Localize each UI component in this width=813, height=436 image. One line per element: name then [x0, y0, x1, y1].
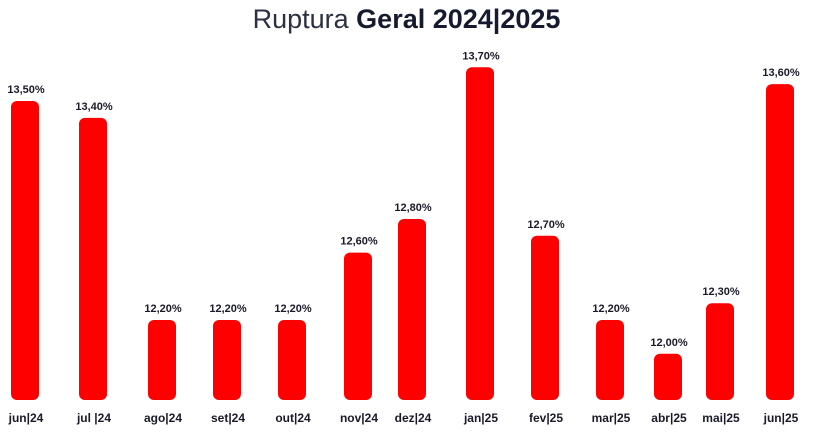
bar-1: [79, 117, 107, 400]
bar-8: [531, 235, 559, 400]
x-tick-label-12: jun|25: [763, 411, 799, 425]
x-tick-label-5: nov|24: [340, 411, 378, 425]
bar-2: [148, 320, 176, 400]
bar-5: [344, 252, 372, 400]
bar-9: [596, 320, 624, 400]
data-label-5: 12,60%: [340, 236, 378, 248]
bar-10: [654, 353, 682, 400]
x-tick-label-6: dez|24: [395, 411, 432, 425]
data-label-11: 12,30%: [702, 286, 740, 298]
bar-12: [766, 84, 794, 401]
bar-3: [213, 320, 241, 400]
x-tick-label-10: abr|25: [651, 411, 687, 425]
data-label-6: 12,80%: [394, 202, 432, 214]
data-label-9: 12,20%: [592, 303, 630, 315]
bar-11: [706, 303, 734, 400]
x-tick-label-9: mar|25: [592, 411, 631, 425]
x-tick-label-4: out|24: [275, 411, 311, 425]
data-label-3: 12,20%: [209, 303, 247, 315]
bar-4: [278, 320, 306, 400]
x-tick-label-2: ago|24: [144, 411, 182, 425]
x-tick-label-3: set|24: [211, 411, 245, 425]
x-tick-label-7: jan|25: [463, 411, 498, 425]
x-tick-label-1: jul |24: [76, 411, 111, 425]
bar-6: [398, 218, 426, 400]
data-label-0: 13,50%: [7, 84, 45, 96]
data-label-7: 13,70%: [462, 50, 500, 62]
data-label-10: 12,00%: [650, 337, 688, 349]
bar-7: [466, 67, 494, 401]
chart-title-light: Ruptura: [252, 4, 349, 34]
data-label-8: 12,70%: [527, 219, 565, 231]
x-tick-label-8: fev|25: [529, 411, 563, 425]
chart-title: Ruptura Geral 2024|2025: [0, 2, 813, 36]
data-label-1: 13,40%: [75, 101, 113, 113]
bar-0: [11, 101, 39, 400]
x-tick-label-0: jun|24: [8, 411, 44, 425]
data-label-12: 13,60%: [762, 67, 800, 79]
chart-title-bold: Geral 2024|2025: [356, 4, 561, 34]
data-label-2: 12,20%: [144, 303, 182, 315]
data-label-4: 12,20%: [274, 303, 312, 315]
x-tick-label-11: mai|25: [702, 411, 740, 425]
